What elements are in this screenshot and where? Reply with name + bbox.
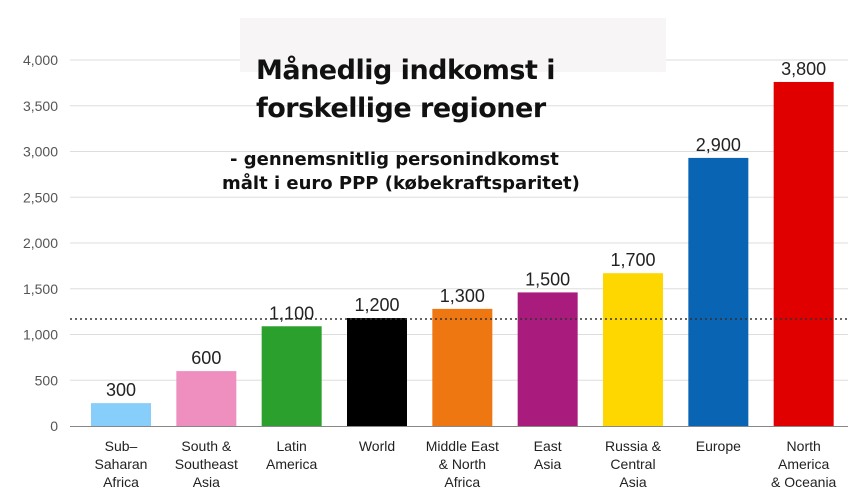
value-label: 1,200: [354, 295, 399, 315]
category-label-line: Asia: [193, 474, 220, 490]
value-label: 1,500: [525, 269, 570, 289]
title-background: [240, 18, 666, 72]
bar: [432, 308, 493, 426]
y-tick-label: 2,000: [23, 235, 58, 251]
category-label-line: Europe: [696, 438, 741, 454]
chart-subtitle-line-2: målt i euro PPP (købekraftsparitet): [222, 173, 580, 194]
category-label-line: North: [787, 438, 821, 454]
category-labels: Sub– Saharan Africa South & Southeast Asia Lat…: [95, 438, 837, 490]
category-label-line: World: [359, 438, 395, 454]
bars: [91, 81, 834, 427]
value-label: 1,700: [610, 250, 655, 270]
value-label: 1,100: [269, 303, 314, 323]
bar: [517, 292, 578, 426]
chart-subtitle: - gennemsnitlig personindkomst målt i eu…: [222, 148, 580, 196]
category-label: East Asia: [534, 438, 562, 472]
category-label: South & Southeast Asia: [175, 438, 238, 490]
value-label: 2,900: [696, 135, 741, 155]
y-tick-labels: 0 500 1,000 1,500 2,000 2,500 3,000 3,500 4,000: [23, 52, 58, 434]
category-label: Russia & Central Asia: [605, 438, 662, 490]
category-label-line: South &: [181, 438, 231, 454]
category-label-line: & Oceania: [771, 474, 837, 490]
category-label: North America & Oceania: [771, 438, 837, 490]
chart-title-line-2: forskellige regioner: [256, 93, 546, 124]
y-tick-label: 500: [35, 372, 59, 388]
y-tick-label: 3,500: [23, 98, 58, 114]
category-label-line: Central: [610, 456, 655, 472]
category-label-line: America: [266, 456, 318, 472]
category-label: Europe: [696, 438, 741, 454]
bar: [176, 371, 237, 426]
value-labels: 300 600 1,100 1,200 1,300 1,500 1,700 2,900 3,80…: [106, 59, 826, 400]
bar: [773, 81, 834, 427]
bar: [261, 326, 322, 426]
bar: [347, 318, 407, 426]
y-tick-label: 2,500: [23, 189, 58, 205]
value-label: 300: [106, 380, 136, 400]
category-label-line: Middle East: [426, 438, 499, 454]
y-tick-label: 1,000: [23, 327, 58, 343]
bar: [603, 273, 663, 426]
bar: [91, 403, 151, 426]
category-label-line: & North: [439, 456, 486, 472]
category-label: Sub– Saharan Africa: [95, 438, 148, 490]
value-label: 600: [191, 348, 221, 368]
category-label: Latin America: [266, 438, 318, 472]
category-label: Middle East & North Africa: [426, 438, 499, 490]
gridlines: [70, 59, 848, 381]
y-tick-label: 3,000: [23, 144, 58, 160]
category-label-line: Saharan: [95, 456, 148, 472]
chart-title-line-1: Månedlig indkomst i: [256, 55, 556, 86]
category-label-line: Latin: [276, 438, 306, 454]
category-label-line: East: [534, 438, 562, 454]
category-label: World: [359, 438, 395, 454]
category-label-line: Russia &: [605, 438, 662, 454]
bar: [688, 157, 749, 426]
category-label-line: Asia: [619, 474, 646, 490]
category-label-line: Southeast: [175, 456, 238, 472]
category-label-line: America: [778, 456, 830, 472]
chart-subtitle-line-1: - gennemsnitlig personindkomst: [230, 149, 559, 170]
category-label-line: Asia: [534, 456, 561, 472]
category-label-line: Africa: [103, 474, 139, 490]
category-label-line: Sub–: [105, 438, 138, 454]
category-label-line: Africa: [444, 474, 480, 490]
chart-title: Månedlig indkomst i forskellige regioner: [256, 52, 556, 128]
y-tick-label: 1,500: [23, 281, 58, 297]
y-tick-label: 0: [50, 418, 58, 434]
y-tick-label: 4,000: [23, 52, 58, 68]
value-label: 3,800: [781, 59, 826, 79]
value-label: 1,300: [440, 286, 485, 306]
